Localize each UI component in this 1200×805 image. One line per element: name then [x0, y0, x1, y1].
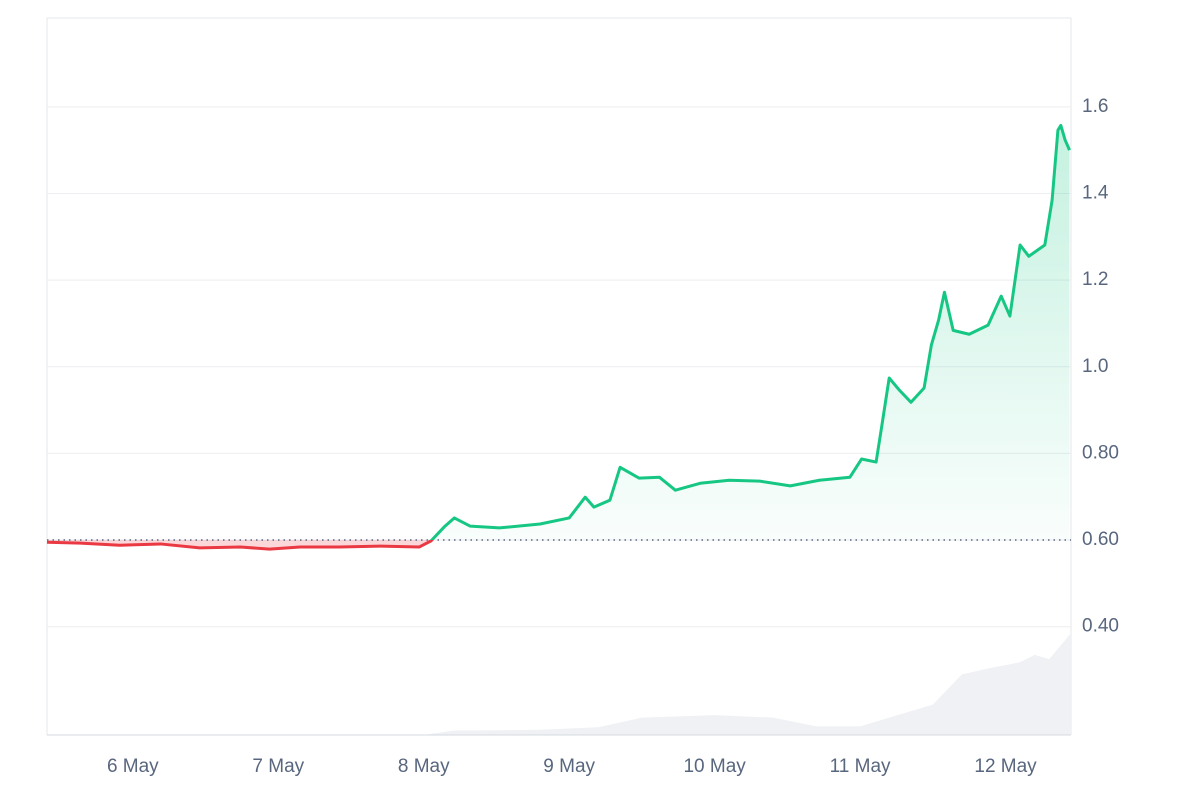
y-tick-label: 0.80: [1082, 442, 1119, 463]
y-tick-label: 0.60: [1082, 529, 1119, 550]
price-line-up: [429, 123, 1071, 541]
price-line-down: [46, 540, 434, 551]
y-tick-label: 1.0: [1082, 356, 1108, 377]
y-tick-label: 1.6: [1082, 96, 1108, 117]
x-tick-label: 9 May: [543, 756, 595, 777]
volume-area: [47, 633, 1071, 735]
area-above: [47, 125, 1070, 541]
x-tick-label: 11 May: [830, 756, 891, 777]
y-tick-label: 0.40: [1082, 616, 1119, 637]
x-tick-label: 12 May: [974, 756, 1037, 777]
x-tick-label: 6 May: [107, 756, 159, 777]
x-tick-label: 10 May: [683, 756, 746, 777]
y-tick-label: 1.2: [1082, 269, 1108, 290]
y-tick-label: 1.4: [1082, 182, 1109, 203]
x-tick-label: 7 May: [252, 756, 304, 777]
x-tick-label: 8 May: [398, 756, 450, 777]
